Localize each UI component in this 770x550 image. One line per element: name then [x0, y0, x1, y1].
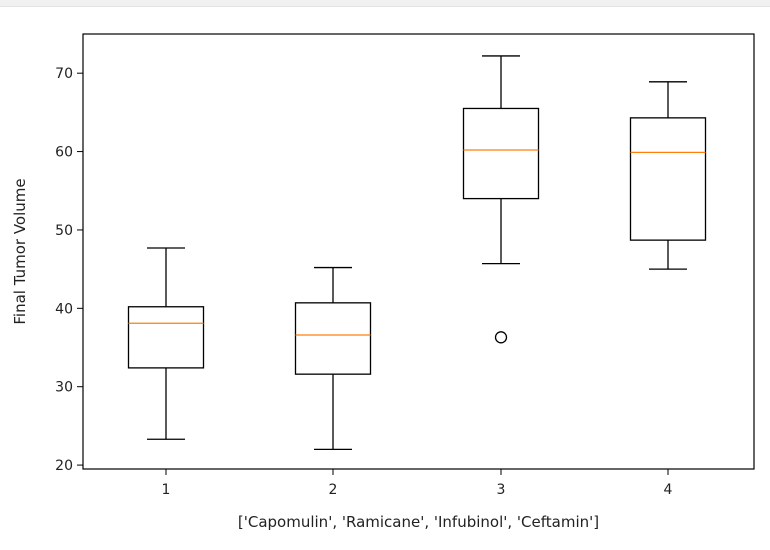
axes-frame — [82, 33, 755, 470]
x-axis-label: ['Capomulin', 'Ramicane', 'Infubinol', '… — [238, 513, 599, 531]
y-tick-label: 20 — [55, 458, 73, 474]
outlier-point — [494, 331, 508, 344]
x-tick-label: 3 — [497, 482, 506, 498]
y-axis-ticks: 20 30 40 50 60 70 — [55, 66, 83, 474]
x-tick-label: 2 — [329, 482, 338, 498]
iqr-box — [462, 107, 540, 200]
x-tick-label: 4 — [664, 482, 673, 498]
x-axis-ticks: 1 2 3 4 — [162, 469, 673, 498]
iqr-box — [127, 306, 205, 369]
iqr-box — [629, 117, 707, 241]
box-group-ramicane — [294, 266, 372, 451]
y-tick-label: 50 — [55, 223, 73, 239]
y-axis-label: Final Tumor Volume — [11, 178, 29, 324]
box-group-capomulin — [127, 247, 205, 440]
y-tick-label: 60 — [55, 145, 73, 161]
y-tick-label: 70 — [55, 66, 73, 82]
iqr-box — [294, 302, 372, 375]
y-tick-label: 40 — [55, 301, 73, 317]
notebook-top-bar — [0, 0, 770, 7]
box-group-ceftamin — [629, 81, 707, 270]
plot-marks — [127, 55, 707, 451]
y-tick-label: 30 — [55, 380, 73, 396]
x-tick-label: 1 — [162, 482, 171, 498]
box-group-infubinol — [462, 55, 540, 344]
